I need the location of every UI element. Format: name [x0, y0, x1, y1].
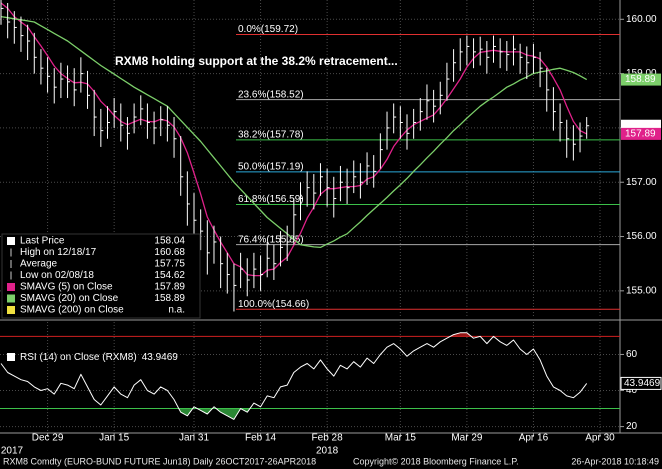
legend-label: SMAVG (20) on Close [20, 293, 119, 304]
value-tag [621, 73, 661, 86]
value-tag-label: 157.89 [625, 129, 656, 140]
annotation: RXM8 holding support at the 38.2% retrac… [115, 54, 398, 68]
value-tag-label: 158.04 [625, 120, 656, 131]
x-tick-label: Feb 28 [312, 433, 344, 444]
value-tag [620, 376, 662, 390]
legend-value: 158.89 [154, 293, 185, 304]
legend-swatch [7, 306, 15, 314]
fib-level-label: 61.8%(156.59) [238, 194, 304, 205]
x-year-label: 2018 [316, 446, 339, 457]
rsi-legend: RSI (14) on Close (RXM8) 43.9469 [20, 352, 178, 363]
legend-value: 157.75 [154, 259, 185, 270]
x-tick-label: Apr 30 [585, 433, 615, 444]
y-tick-label: 157.00 [626, 177, 657, 188]
legend-label: SMAVG (5) on Close [20, 282, 113, 293]
fib-level-label: 38.2%(157.78) [238, 130, 304, 141]
fib-level-label: 76.4%(155.85) [238, 234, 304, 245]
legend-box [1, 233, 201, 319]
footer-center: Copyright© 2018 Bloomberg Finance L.P. [353, 456, 519, 466]
rsi-legend-value: 43.9469 [142, 352, 179, 363]
y-tick-label: 60 [626, 349, 638, 360]
footer-right: 26-Apr-2018 10:18:49 [571, 456, 659, 466]
value-tag-label: 158.89 [625, 74, 656, 85]
x-year-label: 2017 [1, 446, 24, 457]
x-tick-label: Mar 15 [385, 433, 417, 444]
legend-swatch [7, 353, 15, 361]
legend-label: Last Price [20, 236, 65, 247]
x-tick-label: Mar 29 [451, 433, 483, 444]
y-tick-label: 156.00 [626, 231, 657, 242]
legend-label: SMAVG (200) on Close [20, 305, 124, 316]
y-tick-label: 160.00 [626, 14, 657, 25]
fib-level-label: 23.6%(158.52) [238, 89, 304, 100]
fib-level-label: 50.0%(157.19) [238, 162, 304, 173]
legend-value: 154.62 [154, 270, 185, 281]
y-tick-label: 20 [626, 421, 638, 432]
legend-value: 160.68 [154, 247, 185, 258]
fib-level-label: 0.0%(159.72) [238, 24, 298, 35]
rsi-legend-label: RSI (14) on Close (RXM8) [20, 352, 137, 363]
fib-level-label: 100.0%(154.66) [238, 299, 309, 310]
legend-label: Average [20, 259, 58, 270]
rsi-fill [178, 408, 250, 420]
x-tick-label: Dec 29 [32, 433, 64, 444]
legend-swatch [7, 294, 15, 303]
y-tick-label: 40 [626, 385, 638, 396]
value-tag-label: 43.9469 [624, 378, 661, 389]
legend-value: 157.89 [154, 282, 185, 293]
x-tick-label: Feb 14 [245, 433, 277, 444]
legend-value: 158.04 [154, 236, 185, 247]
footer-left: RXM8 Comdty (EURO-BUND FUTURE Jun18) Dai… [3, 456, 316, 466]
x-tick-label: Jan 15 [99, 433, 129, 444]
legend-label: Low on 02/08/18 [20, 270, 94, 281]
rsi-line [0, 332, 588, 420]
legend-value: n.a. [168, 305, 185, 316]
legend-label: High on 12/18/17 [20, 247, 97, 258]
legend-swatch [7, 237, 15, 245]
moving-average-line [0, 2, 587, 277]
legend-swatch [7, 283, 15, 291]
x-tick-label: Apr 16 [519, 433, 549, 444]
x-tick-label: Jan 31 [179, 433, 209, 444]
value-tag [621, 127, 661, 140]
y-tick-label: 155.00 [626, 285, 657, 296]
